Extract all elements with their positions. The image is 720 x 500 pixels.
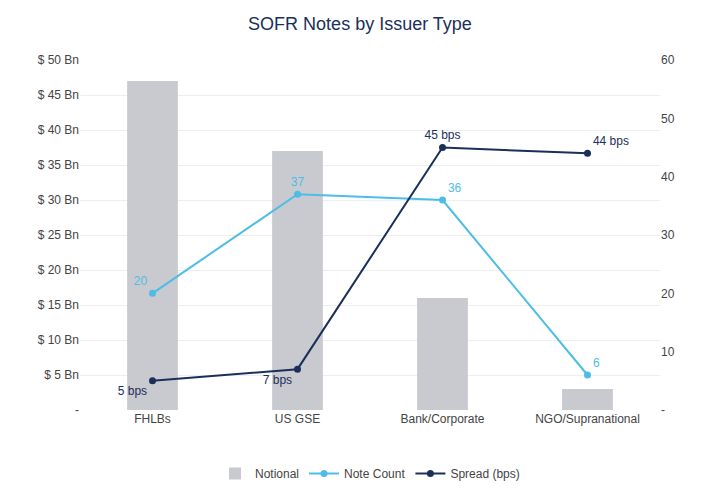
svg-text:20: 20 xyxy=(661,287,675,301)
svg-text:$ 15 Bn: $ 15 Bn xyxy=(38,298,79,312)
svg-text:60: 60 xyxy=(661,53,675,67)
svg-text:45 bps: 45 bps xyxy=(424,128,460,142)
svg-text:37: 37 xyxy=(291,175,305,189)
svg-text:36: 36 xyxy=(448,181,462,195)
svg-text:$ 10 Bn: $ 10 Bn xyxy=(38,333,79,347)
svg-text:6: 6 xyxy=(593,356,600,370)
svg-text:-: - xyxy=(661,403,665,417)
svg-text:FHLBs: FHLBs xyxy=(134,412,171,426)
svg-text:10: 10 xyxy=(661,345,675,359)
svg-text:Notional: Notional xyxy=(255,467,299,481)
svg-text:44 bps: 44 bps xyxy=(593,134,629,148)
svg-text:$ 45 Bn: $ 45 Bn xyxy=(38,88,79,102)
svg-text:20: 20 xyxy=(134,274,148,288)
svg-text:SOFR Notes by Issuer Type: SOFR Notes by Issuer Type xyxy=(248,14,472,34)
svg-text:$ 25 Bn: $ 25 Bn xyxy=(38,228,79,242)
svg-text:$ 50 Bn: $ 50 Bn xyxy=(38,53,79,67)
svg-text:-: - xyxy=(75,403,79,417)
svg-text:40: 40 xyxy=(661,170,675,184)
svg-text:$ 5 Bn: $ 5 Bn xyxy=(44,368,79,382)
svg-text:Note Count: Note Count xyxy=(344,467,405,481)
svg-text:$ 30 Bn: $ 30 Bn xyxy=(38,193,79,207)
svg-text:30: 30 xyxy=(661,228,675,242)
svg-text:5 bps: 5 bps xyxy=(118,384,147,398)
svg-text:50: 50 xyxy=(661,112,675,126)
svg-text:NGO/Supranational: NGO/Supranational xyxy=(535,412,640,426)
svg-text:Bank/Corporate: Bank/Corporate xyxy=(400,412,484,426)
svg-text:$ 35 Bn: $ 35 Bn xyxy=(38,158,79,172)
svg-text:$ 40 Bn: $ 40 Bn xyxy=(38,123,79,137)
svg-text:7 bps: 7 bps xyxy=(263,373,292,387)
svg-text:$ 20 Bn: $ 20 Bn xyxy=(38,263,79,277)
svg-text:US GSE: US GSE xyxy=(275,412,320,426)
svg-text:Spread (bps): Spread (bps) xyxy=(450,467,519,481)
